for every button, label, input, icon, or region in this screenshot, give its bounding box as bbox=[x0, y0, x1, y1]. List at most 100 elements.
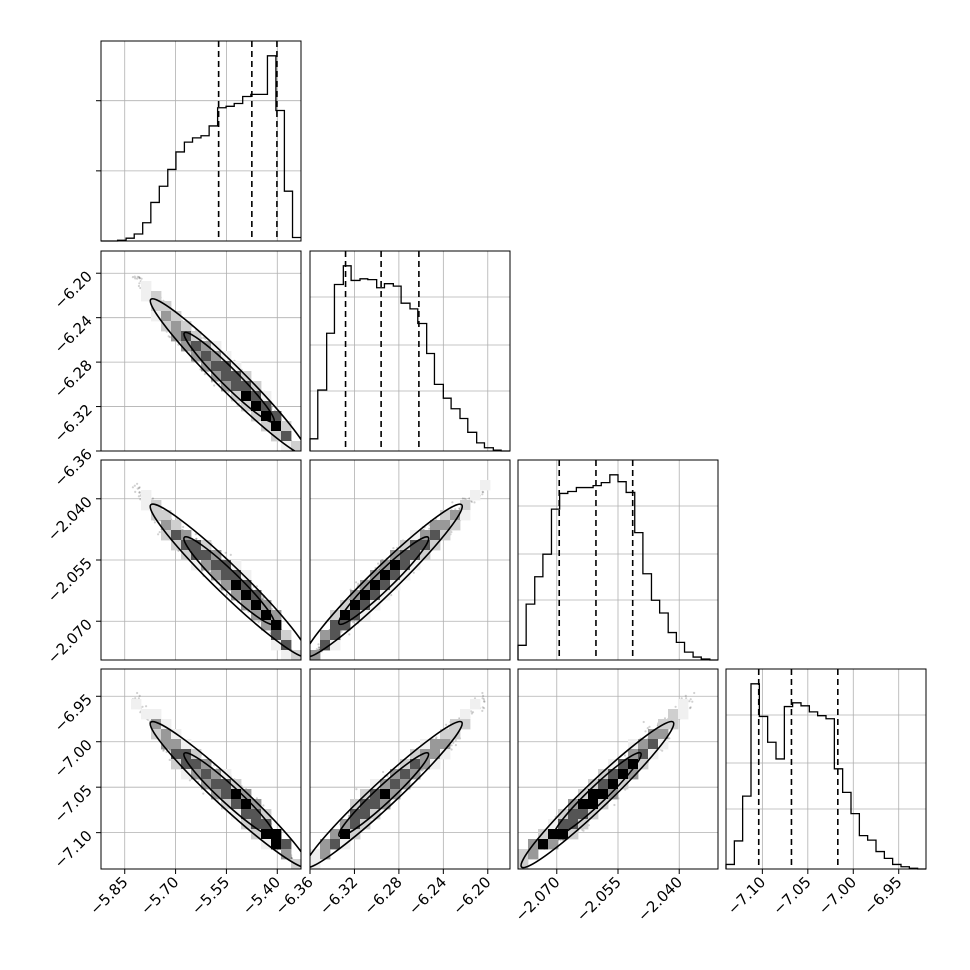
sample-point bbox=[136, 277, 139, 280]
sample-point bbox=[138, 491, 141, 494]
sample-point bbox=[229, 553, 232, 557]
density-cell bbox=[231, 590, 242, 601]
density-cell bbox=[251, 600, 262, 611]
density-cell bbox=[241, 600, 252, 611]
sample-point bbox=[194, 533, 197, 536]
density-cell bbox=[151, 301, 162, 312]
sample-point bbox=[468, 497, 471, 500]
histogram-step bbox=[309, 265, 510, 452]
density-cell bbox=[271, 630, 282, 641]
scatter-layer bbox=[131, 275, 301, 451]
panel-background bbox=[101, 41, 301, 241]
density-cell bbox=[281, 421, 292, 432]
sample-point bbox=[209, 571, 212, 574]
density-cell bbox=[231, 381, 242, 392]
sample-point bbox=[470, 500, 473, 503]
density-cell bbox=[241, 570, 252, 581]
sample-point bbox=[138, 282, 141, 285]
sample-point bbox=[218, 382, 221, 386]
density-cell bbox=[241, 590, 252, 601]
density-cell bbox=[161, 520, 172, 531]
sample-point bbox=[137, 495, 140, 498]
density-cell bbox=[211, 560, 222, 571]
sample-point bbox=[262, 597, 265, 600]
sample-point bbox=[392, 547, 395, 550]
sample-point bbox=[182, 525, 185, 529]
density-cell bbox=[211, 570, 222, 581]
density-cell bbox=[141, 500, 152, 511]
sample-point bbox=[134, 490, 137, 493]
density-cell bbox=[181, 341, 192, 352]
density-cell bbox=[191, 540, 202, 551]
density-cell bbox=[201, 351, 212, 362]
density-cell bbox=[211, 351, 222, 362]
density-cell bbox=[261, 610, 272, 621]
density-cell bbox=[201, 560, 212, 571]
sample-point bbox=[138, 491, 141, 494]
sample-point bbox=[377, 562, 380, 565]
sample-point bbox=[139, 498, 142, 501]
sample-point bbox=[134, 277, 137, 280]
panel-frame bbox=[100, 250, 302, 452]
density-cell bbox=[251, 391, 262, 402]
density-cell bbox=[161, 510, 172, 521]
sample-point bbox=[317, 646, 320, 649]
density-cell bbox=[211, 550, 222, 561]
density-cell bbox=[141, 291, 152, 302]
density-cell bbox=[191, 550, 202, 561]
panel-frame bbox=[309, 250, 511, 452]
density-cell bbox=[171, 331, 182, 342]
density-cell bbox=[251, 411, 262, 422]
contour-line bbox=[149, 297, 301, 451]
density-cell bbox=[291, 650, 301, 660]
density-cell bbox=[191, 331, 202, 342]
density-cell bbox=[171, 321, 182, 332]
sample-point bbox=[136, 482, 139, 485]
density-cell bbox=[271, 421, 282, 432]
density-cell bbox=[201, 341, 212, 352]
panel-frame bbox=[100, 40, 302, 242]
density-cell bbox=[211, 361, 222, 372]
sample-point bbox=[151, 497, 154, 500]
sample-point bbox=[138, 277, 141, 280]
density-cell bbox=[171, 311, 182, 322]
sample-point bbox=[188, 351, 191, 354]
sample-point bbox=[355, 581, 358, 584]
density-cell bbox=[261, 411, 272, 422]
density-cell bbox=[271, 411, 282, 422]
sample-point bbox=[481, 490, 484, 493]
density-cell bbox=[261, 600, 272, 611]
density-cell bbox=[181, 550, 192, 561]
sample-point bbox=[138, 486, 141, 490]
density-cell bbox=[171, 530, 182, 541]
sample-point bbox=[219, 587, 222, 590]
density-cell bbox=[151, 311, 162, 322]
density-cell bbox=[181, 321, 192, 332]
scatter-layer bbox=[310, 480, 491, 660]
sample-point bbox=[224, 551, 227, 554]
density-cell bbox=[151, 510, 162, 521]
sample-point bbox=[138, 486, 141, 489]
density-cell bbox=[231, 371, 242, 382]
density-cell bbox=[241, 401, 252, 412]
density-cell bbox=[281, 650, 292, 660]
sample-point bbox=[169, 336, 172, 339]
density-cell bbox=[261, 620, 272, 631]
sample-point bbox=[473, 501, 476, 504]
contour-line bbox=[183, 331, 276, 424]
sample-point bbox=[340, 630, 343, 633]
scatter-layer bbox=[131, 482, 301, 660]
sample-point bbox=[137, 284, 140, 288]
sample-point bbox=[202, 336, 205, 339]
sample-point bbox=[348, 633, 351, 636]
density-cell bbox=[241, 381, 252, 392]
density-cell bbox=[171, 520, 182, 531]
sample-point bbox=[204, 337, 207, 340]
density-cell bbox=[181, 530, 192, 541]
sample-point bbox=[136, 275, 139, 278]
density-cell bbox=[191, 341, 202, 352]
density-cell bbox=[221, 570, 232, 581]
density-cell bbox=[181, 331, 192, 342]
panel-1-1 bbox=[309, 250, 511, 452]
density-cell bbox=[271, 620, 282, 631]
